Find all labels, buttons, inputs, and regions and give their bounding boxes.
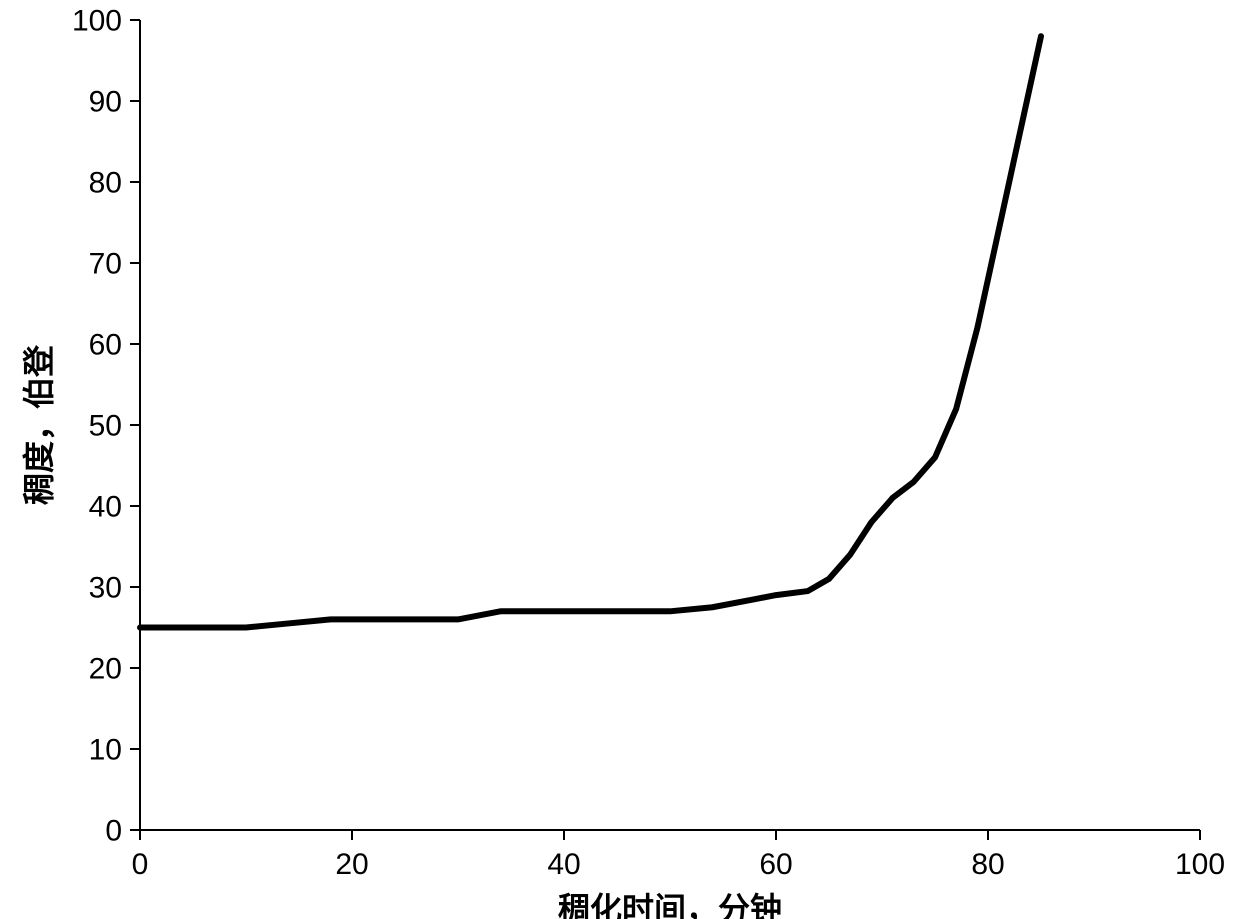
y-tick-label: 30 [89,572,122,605]
y-tick-label: 0 [105,815,122,848]
x-tick-label: 60 [759,848,792,881]
x-tick-label: 0 [132,848,149,881]
x-tick-label: 80 [971,848,1004,881]
y-tick-label: 10 [89,734,122,767]
y-tick-label: 60 [89,329,122,362]
y-axis-label: 稠度，伯登 [21,344,57,505]
x-axis-label: 稠化时间，分钟 [558,891,782,919]
x-tick-label: 100 [1175,848,1225,881]
y-tick-label: 20 [89,653,122,686]
y-tick-label: 90 [89,86,122,119]
x-tick-label: 20 [335,848,368,881]
y-tick-label: 40 [89,491,122,524]
x-tick-label: 40 [547,848,580,881]
chart-container: 0 20 40 60 80 100 0 10 20 30 40 50 60 70 80 90 100 稠化时间，分… [0,0,1240,919]
y-tick-label: 50 [89,410,122,443]
y-tick-label: 80 [89,167,122,200]
line-chart: 0 20 40 60 80 100 0 10 20 30 40 50 60 70 80 90 100 稠化时间，分… [0,0,1240,919]
y-tick-label: 70 [89,248,122,281]
y-tick-label: 100 [72,5,122,38]
